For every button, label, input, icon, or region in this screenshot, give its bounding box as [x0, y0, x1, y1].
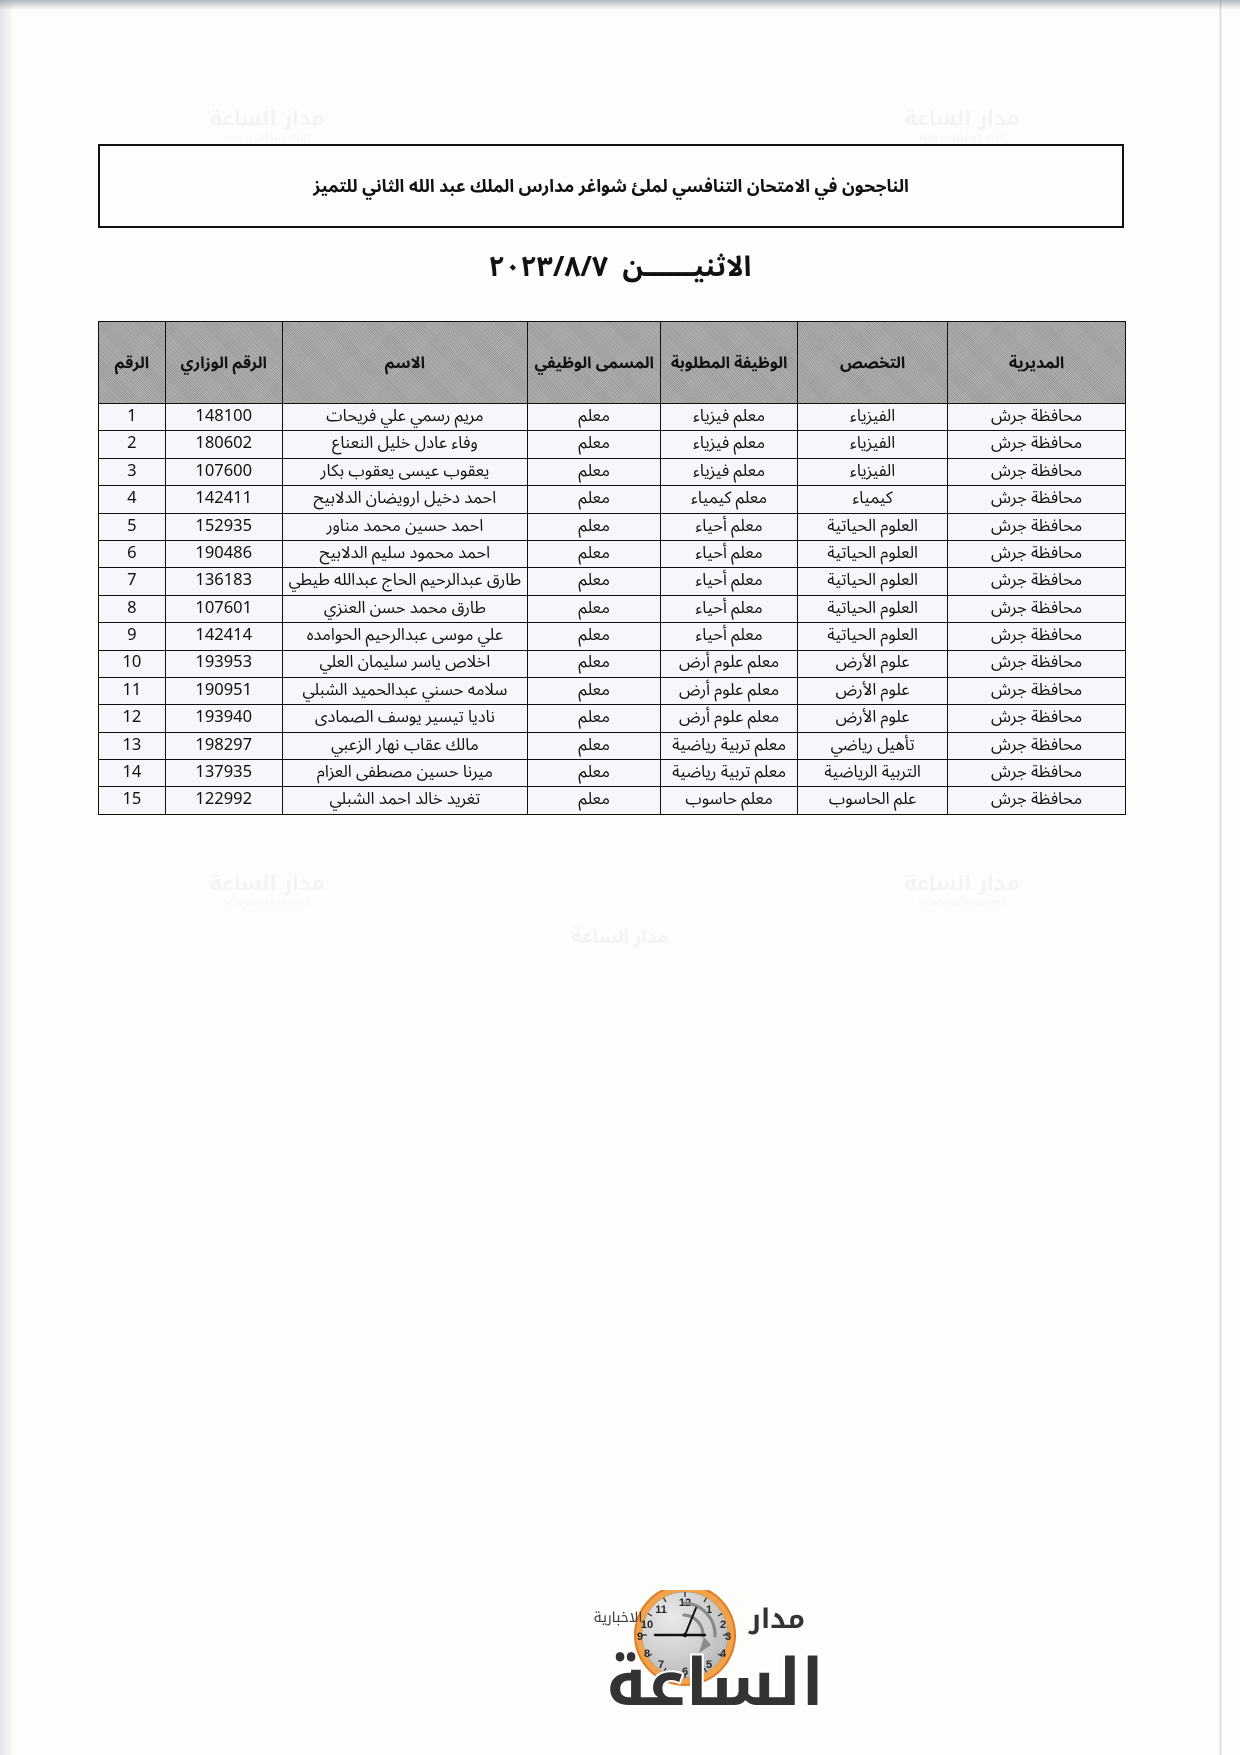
svg-text:الساعة: الساعة	[606, 1622, 824, 1740]
svg-text:11: 11	[655, 1604, 667, 1616]
